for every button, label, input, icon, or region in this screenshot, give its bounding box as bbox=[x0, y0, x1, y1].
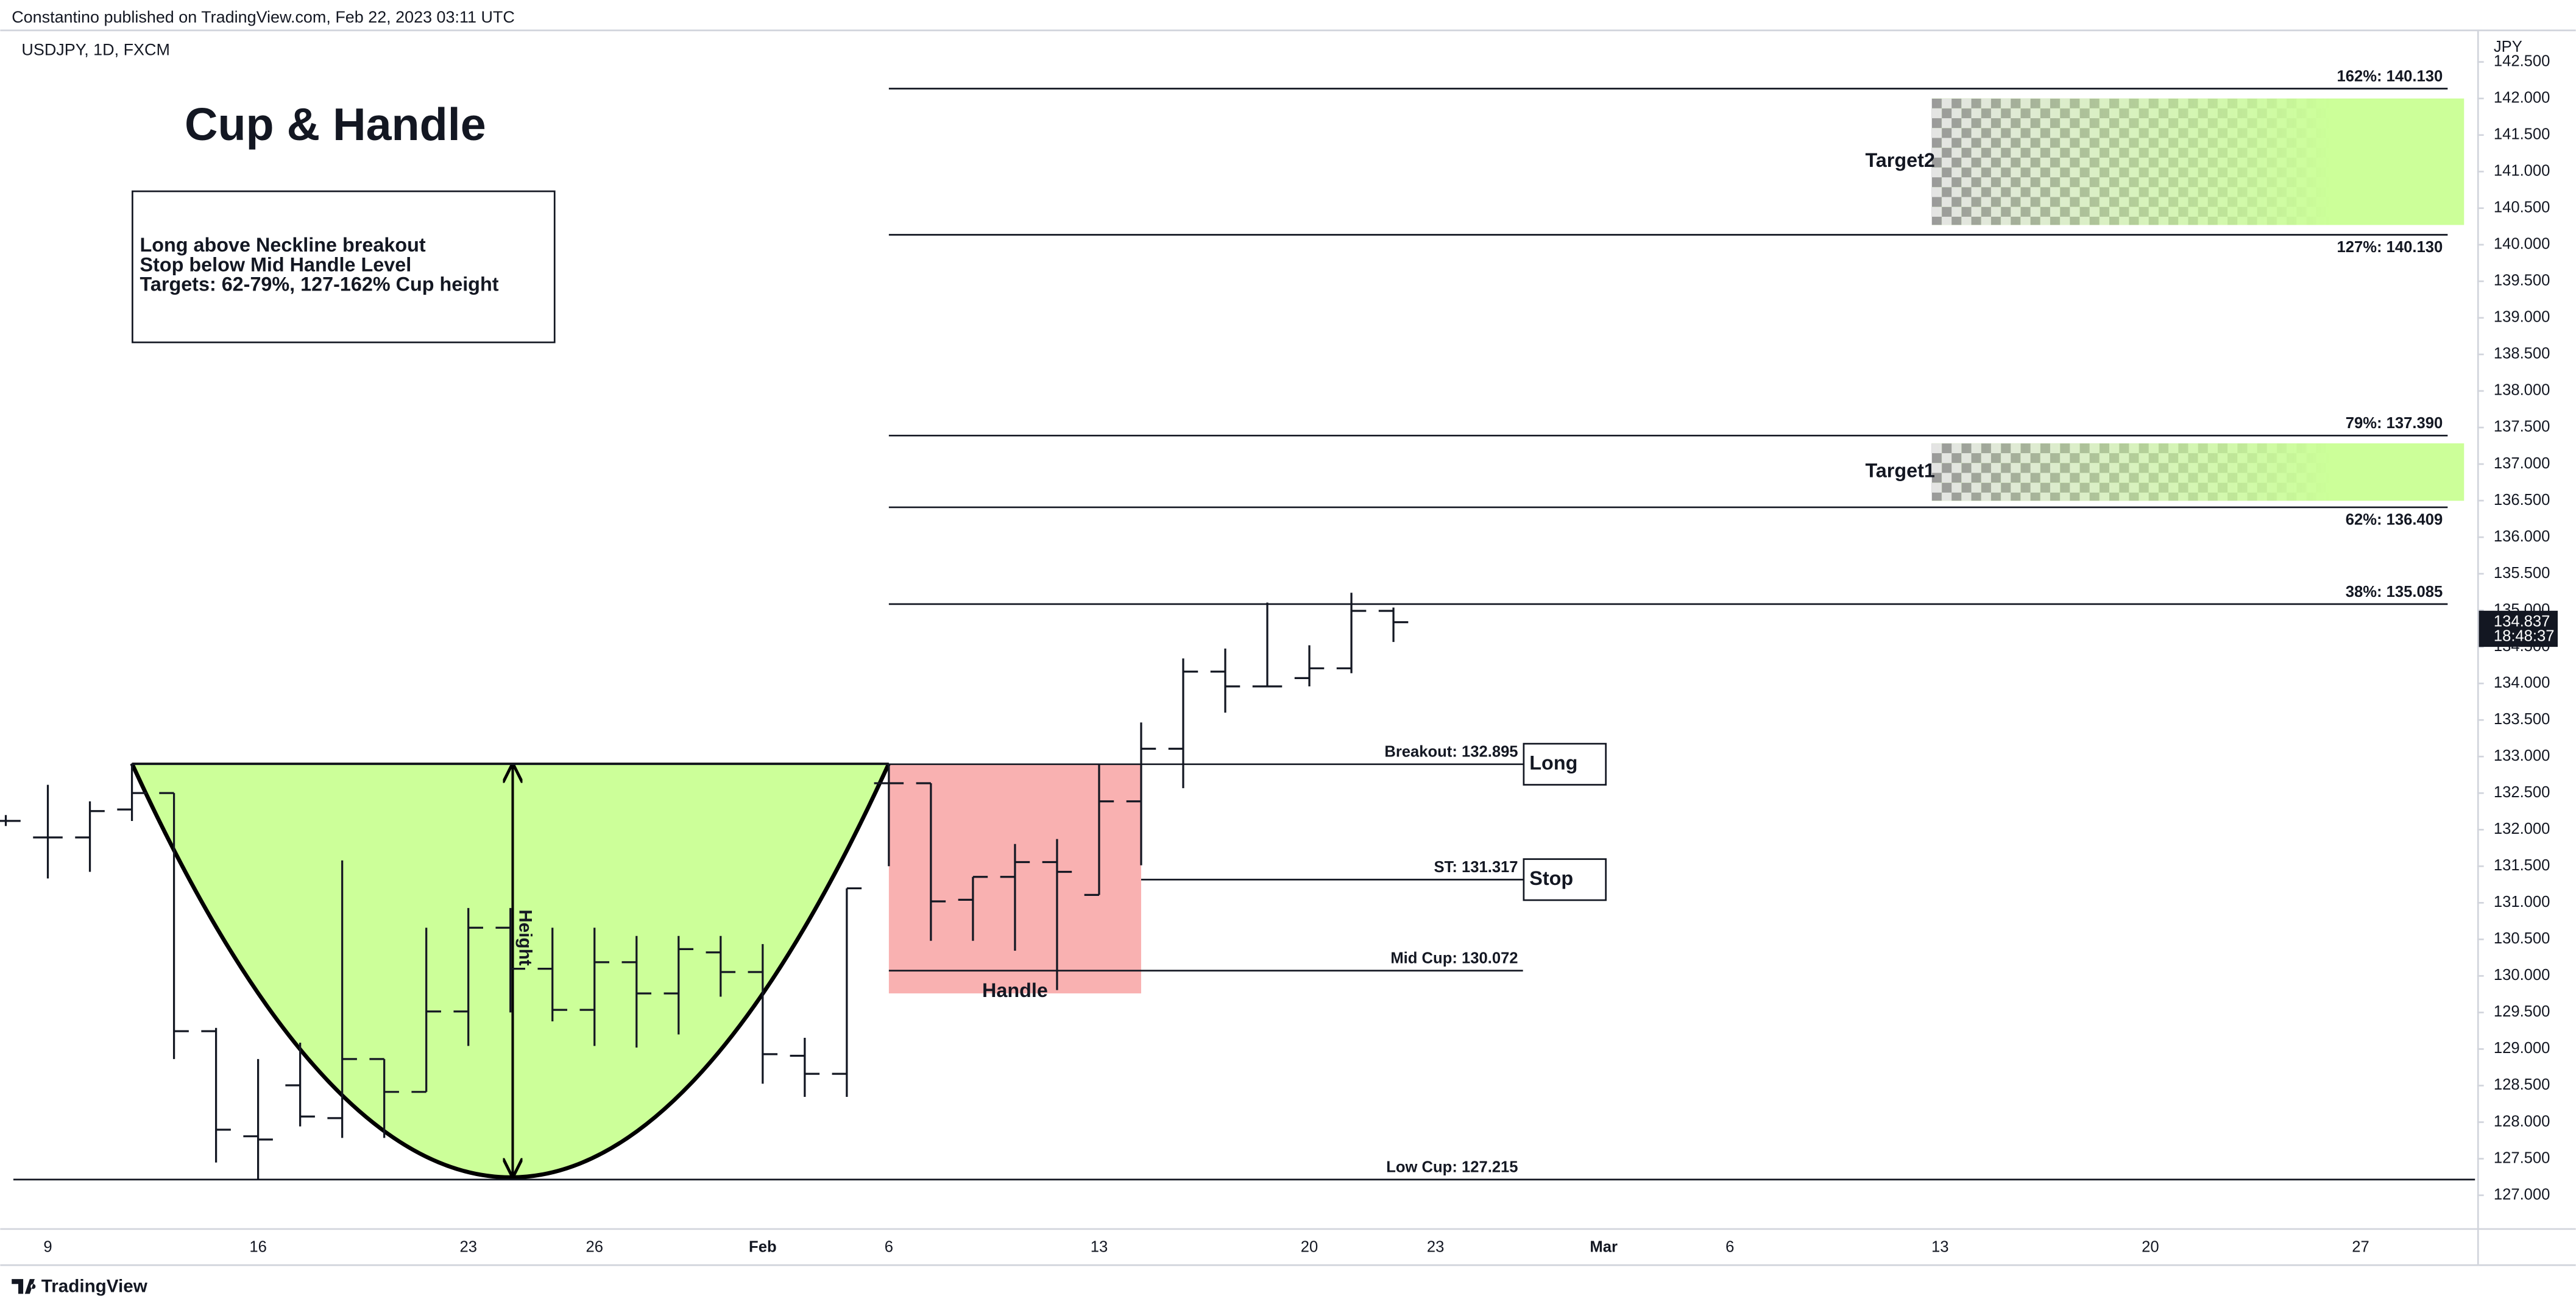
note-box bbox=[132, 190, 556, 343]
y-tick-label: 140.500 bbox=[2494, 199, 2550, 216]
x-tick-label: Mar bbox=[1590, 1239, 1618, 1256]
note-line: Stop below Mid Handle Level bbox=[140, 253, 412, 275]
publisher-line: Constantino published on TradingView.com… bbox=[12, 8, 515, 26]
y-tick-label: 131.000 bbox=[2494, 893, 2550, 911]
y-tick-label: 137.000 bbox=[2494, 455, 2550, 472]
y-tick-label: 130.000 bbox=[2494, 967, 2550, 984]
x-tick-label: 9 bbox=[43, 1239, 52, 1256]
y-tick-label: 142.000 bbox=[2494, 89, 2550, 106]
level-label: Breakout: 132.895 bbox=[1384, 744, 1518, 761]
note-line: Targets: 62-79%, 127-162% Cup height bbox=[140, 273, 499, 295]
trade-box bbox=[1523, 742, 1607, 786]
countdown-label: 18:48:37 bbox=[2494, 628, 2555, 645]
y-tick-label: 129.000 bbox=[2494, 1040, 2550, 1057]
y-tick-label: 128.500 bbox=[2494, 1076, 2550, 1093]
y-tick-label: 142.500 bbox=[2494, 52, 2550, 69]
trade-label: Long bbox=[1529, 752, 1577, 773]
y-tick-label: 132.000 bbox=[2494, 820, 2550, 837]
x-tick-label: 13 bbox=[1931, 1239, 1949, 1256]
tradingview-logo bbox=[12, 1279, 36, 1294]
y-tick-label: 141.500 bbox=[2494, 125, 2550, 143]
zone-label: Handle bbox=[982, 979, 1048, 1001]
y-tick-label: 138.500 bbox=[2494, 345, 2550, 362]
y-tick-label: 135.500 bbox=[2494, 565, 2550, 582]
note-line: Long above Neckline breakout bbox=[140, 234, 426, 256]
y-tick-label: 127.500 bbox=[2494, 1149, 2550, 1166]
level-label: ST: 131.317 bbox=[1434, 859, 1518, 876]
bars bbox=[0, 593, 1409, 1179]
x-tick-label: 27 bbox=[2352, 1239, 2369, 1256]
x-tick-label: 6 bbox=[1725, 1239, 1734, 1256]
x-tick-label: 23 bbox=[1427, 1239, 1445, 1256]
x-tick-label: 6 bbox=[885, 1239, 893, 1256]
x-tick-label: Feb bbox=[749, 1239, 777, 1256]
chart-title: Cup & Handle bbox=[185, 99, 486, 150]
currency-label: JPY bbox=[2494, 38, 2522, 55]
y-tick-label: 127.000 bbox=[2494, 1186, 2550, 1203]
x-tick-label: 26 bbox=[586, 1239, 604, 1256]
y-tick-label: 134.000 bbox=[2494, 674, 2550, 691]
x-tick-label: 20 bbox=[1301, 1239, 1318, 1256]
height-label: Height bbox=[515, 909, 536, 965]
y-tick-label: 131.500 bbox=[2494, 857, 2550, 874]
symbol-label: USDJPY, 1D, FXCM bbox=[21, 41, 170, 59]
y-tick-label: 133.000 bbox=[2494, 747, 2550, 764]
level-label: Mid Cup: 130.072 bbox=[1390, 950, 1518, 967]
x-tick-label: 20 bbox=[2142, 1239, 2159, 1256]
level-label: 162%: 140.130 bbox=[2337, 68, 2443, 85]
y-tick-label: 129.500 bbox=[2494, 1003, 2550, 1020]
level-label: 79%: 137.390 bbox=[2346, 415, 2443, 432]
y-tick-label: 141.000 bbox=[2494, 163, 2550, 180]
zone-pattern bbox=[1931, 443, 2465, 501]
x-tick-label: 23 bbox=[459, 1239, 476, 1256]
x-tick-label: 13 bbox=[1091, 1239, 1108, 1256]
last-price-box bbox=[2479, 610, 2558, 647]
y-tick-label: 139.000 bbox=[2494, 309, 2550, 326]
level-label: 62%: 136.409 bbox=[2346, 511, 2443, 528]
zone-pattern bbox=[1931, 98, 2465, 225]
footer-brand: TradingView bbox=[41, 1276, 148, 1296]
y-tick-label: 133.500 bbox=[2494, 711, 2550, 728]
trade-label: Stop bbox=[1529, 867, 1573, 889]
y-tick-label: 136.500 bbox=[2494, 491, 2550, 509]
zone-label: Target1 bbox=[1865, 460, 1934, 482]
y-tick-label: 138.000 bbox=[2494, 382, 2550, 399]
zone-label: Target2 bbox=[1865, 149, 1934, 171]
level-label: Low Cup: 127.215 bbox=[1386, 1159, 1518, 1176]
x-tick-label: 16 bbox=[249, 1239, 267, 1256]
y-tick-label: 137.500 bbox=[2494, 418, 2550, 435]
level-label: 38%: 135.085 bbox=[2346, 583, 2443, 601]
trade-box bbox=[1523, 858, 1607, 901]
y-tick-label: 128.000 bbox=[2494, 1113, 2550, 1130]
y-tick-label: 136.000 bbox=[2494, 528, 2550, 545]
last-price-label: 134.837 bbox=[2494, 613, 2550, 630]
level-label: 127%: 140.130 bbox=[2337, 239, 2443, 256]
y-tick-label: 130.500 bbox=[2494, 930, 2550, 947]
y-tick-label: 140.000 bbox=[2494, 236, 2550, 253]
y-tick-label: 139.500 bbox=[2494, 272, 2550, 289]
y-tick-label: 132.500 bbox=[2494, 784, 2550, 801]
